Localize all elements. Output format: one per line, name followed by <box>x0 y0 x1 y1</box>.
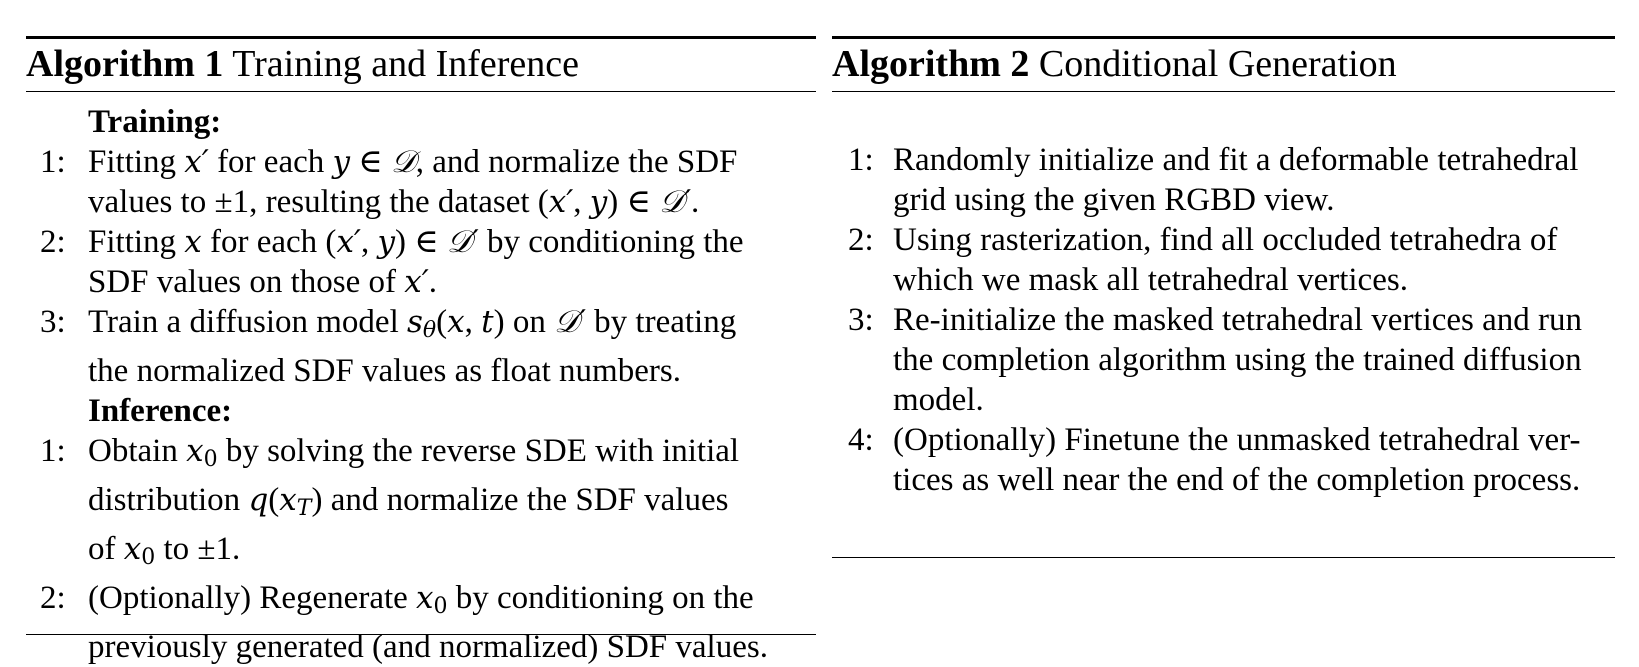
training-step-2: 2: Fitting x for each (x′, y) ∈ 𝒟′ by co… <box>26 222 816 302</box>
step-line: the normalized SDF values as float numbe… <box>88 353 681 389</box>
algorithm-1-bottom-rule <box>26 634 816 635</box>
step-line: (Optionally) Regenerate x0 by conditioni… <box>88 580 754 619</box>
step-line: Fitting x for each (x′, y) ∈ 𝒟′ by condi… <box>88 224 744 260</box>
algorithm-1-title: Training and Inference <box>232 43 580 85</box>
header-rule <box>26 91 816 92</box>
algorithm-2-bottom-rule <box>832 557 1615 558</box>
step-line: values to ±1, resulting the dataset (x′,… <box>88 184 700 220</box>
header-rule <box>832 91 1615 92</box>
conditional-step-4: 4: (Optionally) Finetune the unmasked te… <box>832 420 1615 500</box>
training-step-1: 1: Fitting x′ for each y ∈ 𝒟, and normal… <box>26 142 816 222</box>
conditional-step-1: 1: Randomly initialize and fit a deforma… <box>832 140 1615 220</box>
step-line: (Optionally) Finetune the unmasked tetra… <box>893 422 1581 458</box>
algorithm-2-title: Conditional Generation <box>1038 43 1397 85</box>
step-line: Train a diffusion model sθ(x, t) on 𝒟′ b… <box>88 304 737 343</box>
top-rule <box>832 36 1615 39</box>
inference-heading: Inference: <box>88 393 233 429</box>
step-line: tices as well near the end of the comple… <box>893 462 1581 498</box>
step-line: which we mask all tetrahedral vertices. <box>893 262 1408 298</box>
step-line: Randomly initialize and fit a deformable… <box>893 142 1579 178</box>
step-line: model. <box>893 382 984 418</box>
step-line: Using rasterization, find all occluded t… <box>893 222 1558 258</box>
algorithm-2-label: Algorithm 2 <box>832 43 1030 85</box>
algorithm-2-body: 1: Randomly initialize and fit a deforma… <box>832 92 1615 500</box>
step-line: grid using the given RGBD view. <box>893 182 1335 218</box>
training-step-3: 3: Train a diffusion model sθ(x, t) on 𝒟… <box>26 302 816 391</box>
conditional-step-2: 2: Using rasterization, find all occlude… <box>832 220 1615 300</box>
step-line: Obtain x0 by solving the reverse SDE wit… <box>88 433 740 472</box>
inference-step-2: 2: (Optionally) Regenerate x0 by conditi… <box>26 578 816 667</box>
algorithm-1-label: Algorithm 1 <box>26 43 224 85</box>
algorithm-1-body: Training: 1: Fitting x′ for each y ∈ 𝒟, … <box>26 92 816 667</box>
step-line: previously generated (and normalized) SD… <box>88 629 768 665</box>
step-line: of x0 to ±1. <box>88 531 241 570</box>
step-line: Re-initialize the masked tetrahedral ver… <box>893 302 1583 338</box>
step-line: distribution q(xT) and normalize the SDF… <box>88 482 729 521</box>
inference-step-1: 1: Obtain x0 by solving the reverse SDE … <box>26 431 816 578</box>
step-line: Fitting x′ for each y ∈ 𝒟, and normalize… <box>88 144 738 180</box>
algorithm-1-header: Algorithm 1 Training and Inference <box>26 39 816 91</box>
algorithm-1-box: Algorithm 1 Training and Inference Train… <box>26 36 816 667</box>
step-line: SDF values on those of x′. <box>88 264 438 300</box>
step-line: the completion algorithm using the train… <box>893 342 1582 378</box>
training-heading: Training: <box>88 104 222 140</box>
algorithm-2-header: Algorithm 2 Conditional Generation <box>832 39 1615 91</box>
algorithm-2-box: Algorithm 2 Conditional Generation 1: Ra… <box>832 36 1615 500</box>
conditional-step-3: 3: Re-initialize the masked tetrahedral … <box>832 300 1615 420</box>
top-rule <box>26 36 816 39</box>
